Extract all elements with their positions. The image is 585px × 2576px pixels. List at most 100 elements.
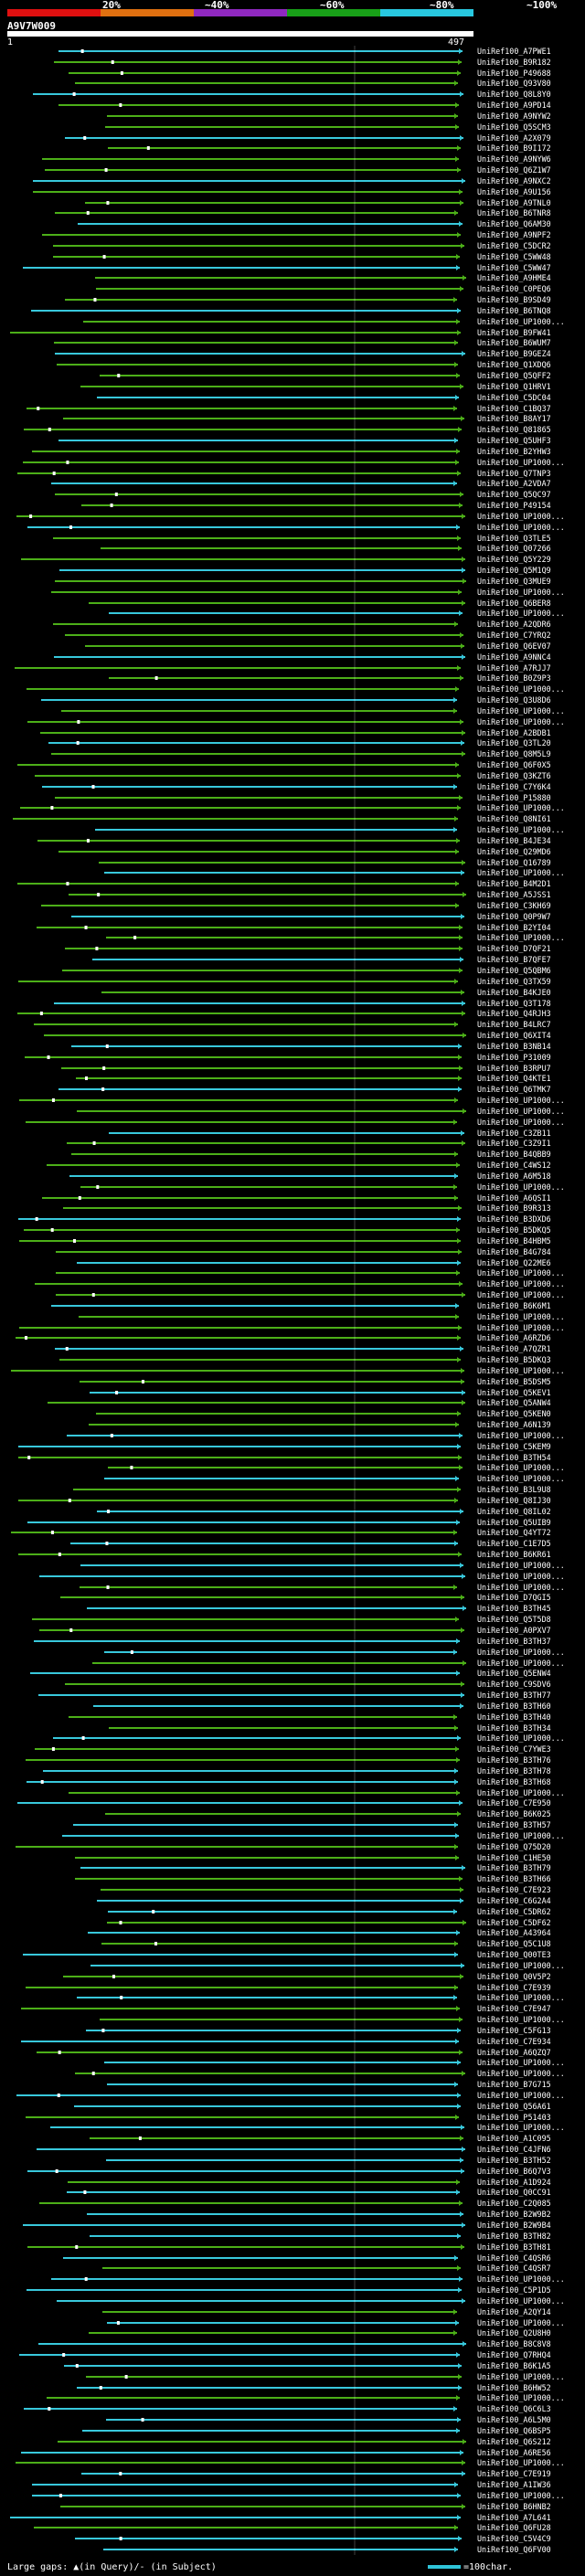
hit-label[interactable]: UniRef100_C7E919: [477, 2469, 551, 2478]
hit-label[interactable]: UniRef100_C5DCR2: [477, 241, 551, 250]
hit-label[interactable]: UniRef100_B3TH40: [477, 1712, 551, 1722]
hit-label[interactable]: UniRef100_Q8M5L9: [477, 749, 551, 758]
hit-label[interactable]: UniRef100_A6M518: [477, 1171, 551, 1181]
hit-label[interactable]: UniRef100_Q6TMK7: [477, 1085, 551, 1094]
hit-label[interactable]: UniRef100_B8C8V8: [477, 2339, 551, 2348]
hit-label[interactable]: UniRef100_A9NYW6: [477, 154, 551, 164]
hit-label[interactable]: UniRef100_C5FG13: [477, 2026, 551, 2035]
hit-label[interactable]: UniRef100_B6K1A5: [477, 2361, 551, 2370]
hit-label[interactable]: UniRef100_B4QBB9: [477, 1150, 551, 1159]
hit-label[interactable]: UniRef100_UP1000...: [477, 2015, 565, 2024]
hit-label[interactable]: UniRef100_B9FW41: [477, 328, 551, 337]
hit-label[interactable]: UniRef100_C4WS12: [477, 1161, 551, 1170]
hit-label[interactable]: UniRef100_UP1000...: [477, 684, 565, 694]
hit-label[interactable]: UniRef100_UP1000...: [477, 2491, 565, 2500]
hit-label[interactable]: UniRef100_C2Q085: [477, 2199, 551, 2208]
hit-label[interactable]: UniRef100_C1E7D5: [477, 1539, 551, 1548]
hit-label[interactable]: UniRef100_C3KH69: [477, 901, 551, 910]
hit-label[interactable]: UniRef100_C7YRQ2: [477, 631, 551, 640]
hit-label[interactable]: UniRef100_Q16789: [477, 858, 551, 867]
hit-label[interactable]: UniRef100_Q8IJ30: [477, 1496, 551, 1505]
hit-label[interactable]: UniRef100_UP1000...: [477, 803, 565, 812]
hit-label[interactable]: UniRef100_Q5Y229: [477, 555, 551, 564]
hit-label[interactable]: UniRef100_B3NB14: [477, 1042, 551, 1051]
hit-label[interactable]: UniRef100_B6WUM7: [477, 338, 551, 347]
hit-label[interactable]: UniRef100_Q2U8H0: [477, 2328, 551, 2337]
hit-label[interactable]: UniRef100_A2QDR6: [477, 620, 551, 629]
hit-label[interactable]: UniRef100_A1C095: [477, 2134, 551, 2143]
hit-label[interactable]: UniRef100_A1D924: [477, 2178, 551, 2187]
hit-label[interactable]: UniRef100_UP1000...: [477, 1182, 565, 1192]
hit-label[interactable]: UniRef100_A2X079: [477, 133, 551, 143]
hit-label[interactable]: UniRef100_B9SD49: [477, 295, 551, 304]
hit-label[interactable]: UniRef100_Q56A61: [477, 2102, 551, 2111]
hit-label[interactable]: UniRef100_UP1000...: [477, 1279, 565, 1288]
hit-label[interactable]: UniRef100_C3Z9I1: [477, 1139, 551, 1148]
hit-label[interactable]: UniRef100_A2QY14: [477, 2307, 551, 2316]
hit-label[interactable]: UniRef100_P49154: [477, 501, 551, 510]
hit-label[interactable]: UniRef100_B3TH68: [477, 1777, 551, 1786]
hit-label[interactable]: UniRef100_UP1000...: [477, 1659, 565, 1668]
hit-label[interactable]: UniRef100_UP1000...: [477, 458, 565, 467]
hit-label[interactable]: UniRef100_Q0CC91: [477, 2188, 551, 2197]
hit-label[interactable]: UniRef100_UP1000...: [477, 1583, 565, 1592]
hit-label[interactable]: UniRef100_C5DC04: [477, 393, 551, 402]
hit-label[interactable]: UniRef100_B3RPU7: [477, 1064, 551, 1073]
hit-label[interactable]: UniRef100_B5DKQ5: [477, 1225, 551, 1235]
hit-label[interactable]: UniRef100_A6QZQ7: [477, 2048, 551, 2057]
hit-label[interactable]: UniRef100_B3L9U8: [477, 1485, 551, 1494]
hit-label[interactable]: UniRef100_Q3MUE9: [477, 577, 551, 586]
hit-label[interactable]: UniRef100_Q5T5D8: [477, 1615, 551, 1624]
hit-label[interactable]: UniRef100_Q6FU28: [477, 2523, 551, 2532]
hit-label[interactable]: UniRef100_C1BQ37: [477, 404, 551, 413]
hit-label[interactable]: UniRef100_P49688: [477, 69, 551, 78]
hit-label[interactable]: UniRef100_B5DKQ3: [477, 1355, 551, 1364]
hit-label[interactable]: UniRef100_C5P1D5: [477, 2285, 551, 2295]
hit-label[interactable]: UniRef100_B3TH66: [477, 1874, 551, 1883]
hit-label[interactable]: UniRef100_A9NXC2: [477, 176, 551, 186]
hit-label[interactable]: UniRef100_B3TH34: [477, 1723, 551, 1733]
hit-label[interactable]: UniRef100_UP1000...: [477, 2091, 565, 2100]
hit-label[interactable]: UniRef100_UP1000...: [477, 1290, 565, 1299]
hit-label[interactable]: UniRef100_B3TH82: [477, 2231, 551, 2241]
hit-label[interactable]: UniRef100_B5DSM5: [477, 1377, 551, 1386]
hit-label[interactable]: UniRef100_C7E934: [477, 2037, 551, 2046]
hit-label[interactable]: UniRef100_B8AY17: [477, 414, 551, 423]
hit-label[interactable]: UniRef100_Q5SCM3: [477, 122, 551, 132]
hit-label[interactable]: UniRef100_A7PWE1: [477, 47, 551, 56]
hit-label[interactable]: UniRef100_UP1000...: [477, 1431, 565, 1440]
hit-label[interactable]: UniRef100_C1HE50: [477, 1853, 551, 1862]
hit-label[interactable]: UniRef100_C5KEM9: [477, 1442, 551, 1451]
hit-label[interactable]: UniRef100_UP1000...: [477, 1733, 565, 1743]
hit-label[interactable]: UniRef100_UP1000...: [477, 1096, 565, 1105]
hit-label[interactable]: UniRef100_Q5QC97: [477, 490, 551, 499]
hit-label[interactable]: UniRef100_C7Y6K4: [477, 782, 551, 791]
hit-label[interactable]: UniRef100_B2W9B4: [477, 2221, 551, 2230]
hit-label[interactable]: UniRef100_A5JSS1: [477, 890, 551, 899]
hit-label[interactable]: UniRef100_B3TH52: [477, 2156, 551, 2165]
hit-label[interactable]: UniRef100_C4QSR7: [477, 2263, 551, 2273]
hit-label[interactable]: UniRef100_Q8NI61: [477, 814, 551, 823]
hit-label[interactable]: UniRef100_Q75D20: [477, 1842, 551, 1851]
hit-label[interactable]: UniRef100_B7QFE7: [477, 955, 551, 964]
hit-label[interactable]: UniRef100_C4JFN6: [477, 2145, 551, 2154]
hit-label[interactable]: UniRef100_B9I172: [477, 143, 551, 153]
hit-label[interactable]: UniRef100_UP1000...: [477, 868, 565, 877]
hit-label[interactable]: UniRef100_UP1000...: [477, 1474, 565, 1483]
hit-label[interactable]: UniRef100_C5WW48: [477, 252, 551, 261]
hit-label[interactable]: UniRef100_UP1000...: [477, 588, 565, 597]
hit-label[interactable]: UniRef100_B6K6M1: [477, 1301, 551, 1310]
hit-label[interactable]: UniRef100_D7QF21: [477, 944, 551, 953]
hit-label[interactable]: UniRef100_A1IW36: [477, 2480, 551, 2489]
hit-label[interactable]: UniRef100_Q5KEN0: [477, 1409, 551, 1418]
hit-label[interactable]: UniRef100_B2YHW3: [477, 447, 551, 456]
hit-label[interactable]: UniRef100_Q0P9W7: [477, 912, 551, 921]
hit-label[interactable]: UniRef100_B9GEZ4: [477, 349, 551, 358]
hit-label[interactable]: UniRef100_Q5M1Q9: [477, 566, 551, 575]
hit-label[interactable]: UniRef100_Q0V5P2: [477, 1972, 551, 1981]
hit-label[interactable]: UniRef100_Q8IL02: [477, 1507, 551, 1516]
hit-label[interactable]: UniRef100_B3TH77: [477, 1691, 551, 1700]
hit-label[interactable]: UniRef100_Q4YT72: [477, 1528, 551, 1537]
hit-label[interactable]: UniRef100_UP1000...: [477, 1107, 565, 1116]
hit-label[interactable]: UniRef100_A6N139: [477, 1420, 551, 1429]
